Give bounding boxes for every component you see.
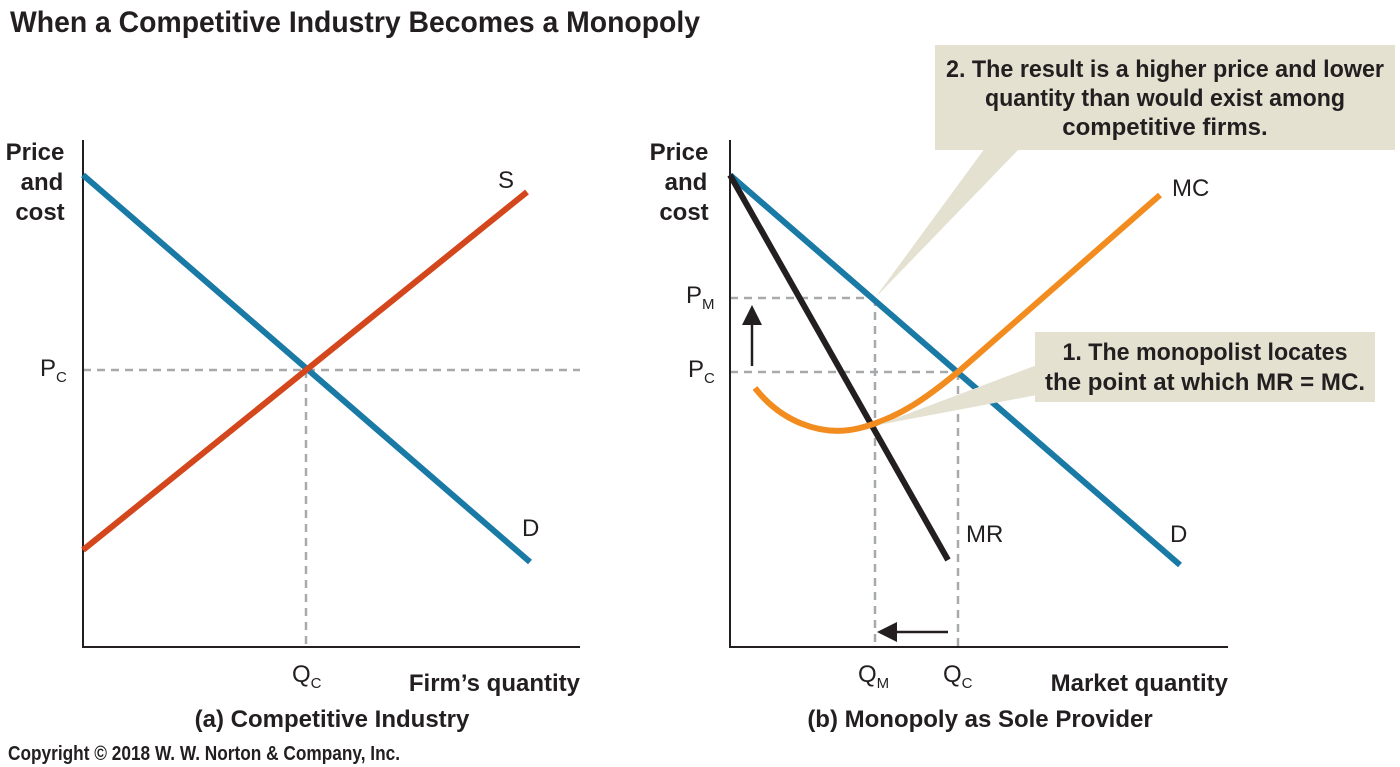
callout-text: 2. The result is a higher price and lowe… xyxy=(946,56,1384,83)
callout: 2. The result is a higher price and lowe… xyxy=(875,45,1395,298)
curve-label: MR xyxy=(966,521,1003,548)
x-axis-label: Firm’s quantity xyxy=(409,670,581,697)
callout-pointer xyxy=(878,365,1037,425)
demand-curve xyxy=(728,172,1182,568)
quantity-label: QC xyxy=(943,661,973,692)
callout-text: 1. The monopolist locates xyxy=(1063,339,1348,366)
price-label-main: P xyxy=(40,355,56,382)
panel-a: Price and cost S D PC QC Firm’s quantity… xyxy=(6,139,581,733)
y-axis-label: Price xyxy=(650,139,709,166)
price-label-main: P xyxy=(688,356,704,383)
caption: (b) Monopoly as Sole Provider xyxy=(807,706,1152,733)
callout-box xyxy=(935,45,1395,150)
quantity-label-sub: C xyxy=(962,675,973,692)
marginal-revenue-curve xyxy=(727,173,951,562)
caption: (a) Competitive Industry xyxy=(195,706,470,733)
quantity-label-main: Q xyxy=(858,661,877,688)
callout-box xyxy=(1035,332,1375,402)
price-label-sub: C xyxy=(704,370,715,387)
quantity-label-main: Q xyxy=(943,661,962,688)
callout-text: the point at which MR = MC. xyxy=(1045,369,1365,396)
quantity-label: QC xyxy=(292,661,322,692)
quantity-label-main: Q xyxy=(292,661,311,688)
copyright: Copyright © 2018 W. W. Norton & Company,… xyxy=(8,743,400,765)
curve-label: S xyxy=(498,167,514,194)
quantity-label-sub: M xyxy=(877,675,890,692)
supply-curve xyxy=(81,189,529,553)
y-axis-label: and xyxy=(665,169,708,196)
price-label-sub: M xyxy=(702,296,715,313)
curve-label: D xyxy=(1170,521,1187,548)
quantity-label-sub: C xyxy=(311,675,322,692)
price-label: PC xyxy=(688,356,715,387)
quantity-label: QM xyxy=(858,661,889,692)
y-axis-label: and xyxy=(21,169,64,196)
panel-b: Price and cost MC MR D PM PC QM QC Marke… xyxy=(650,139,1229,733)
price-label: PM xyxy=(686,282,715,313)
curve-label: D xyxy=(522,515,539,542)
callout-text: quantity than would exist among xyxy=(985,85,1345,112)
price-label-sub: C xyxy=(56,369,67,386)
y-axis-label: cost xyxy=(659,199,708,226)
y-axis-label: Price xyxy=(6,139,65,166)
callout-text: competitive firms. xyxy=(1062,114,1267,141)
title: When a Competitive Industry Becomes a Mo… xyxy=(10,6,700,39)
y-axis-label: cost xyxy=(15,199,64,226)
price-label-main: P xyxy=(686,282,702,309)
callout-pointer xyxy=(875,148,1020,298)
x-axis-label: Market quantity xyxy=(1051,670,1229,697)
curve-label: MC xyxy=(1172,175,1209,202)
marginal-cost-curve xyxy=(752,192,1162,434)
price-label: PC xyxy=(40,355,67,386)
callout: 1. The monopolist locates the point at w… xyxy=(878,332,1375,425)
